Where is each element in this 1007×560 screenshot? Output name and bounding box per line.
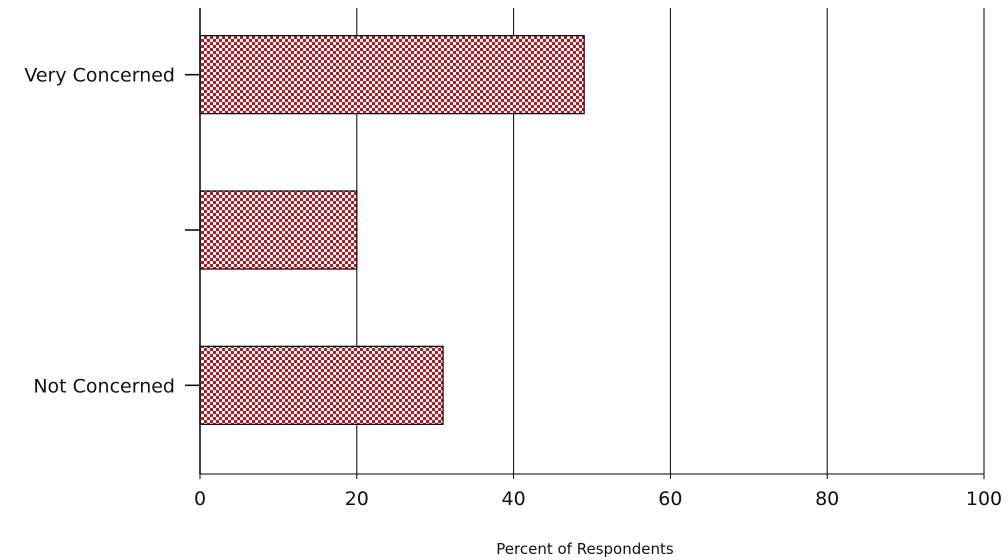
category-label: Not Concerned xyxy=(33,375,175,397)
bar xyxy=(199,345,444,425)
bar xyxy=(199,35,585,115)
x-axis-title: Percent of Respondents xyxy=(496,540,674,558)
x-tick-label: 40 xyxy=(502,488,526,510)
axes xyxy=(185,8,985,479)
x-tick-label: 20 xyxy=(345,488,369,510)
category-label: Very Concerned xyxy=(24,65,175,87)
bar xyxy=(199,190,358,270)
x-tick-label: 100 xyxy=(966,488,1002,510)
labels: Percent of Respondents 0 20 40 60 80 100 Very … xyxy=(24,65,1002,558)
x-tick-label: 80 xyxy=(815,488,839,510)
x-tick-label: 60 xyxy=(658,488,682,510)
bars xyxy=(199,35,585,425)
x-tick-label: 0 xyxy=(194,488,206,510)
